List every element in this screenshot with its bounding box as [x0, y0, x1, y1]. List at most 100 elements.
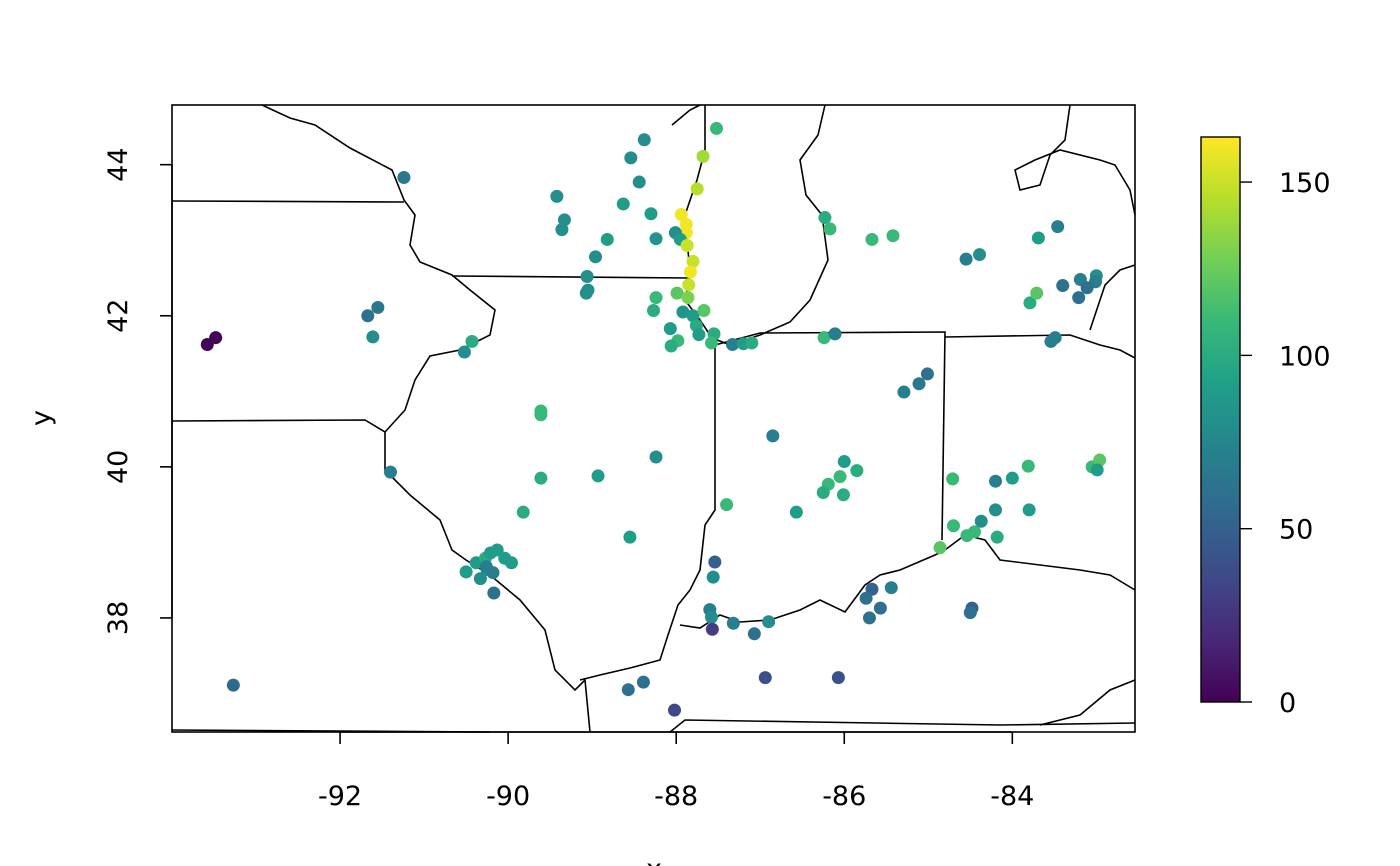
x-tick-label: -92	[318, 781, 362, 812]
x-tick-label: -84	[990, 781, 1034, 812]
point	[686, 254, 700, 268]
point	[680, 239, 694, 253]
point	[789, 505, 803, 519]
y-tick-label: 44	[103, 147, 134, 181]
x-tick-label: -90	[486, 781, 530, 812]
point	[459, 565, 473, 579]
point	[674, 208, 688, 222]
point	[989, 474, 1003, 488]
point	[361, 309, 375, 323]
point	[963, 606, 977, 620]
point	[534, 408, 548, 422]
point	[704, 610, 718, 624]
point	[534, 471, 548, 485]
point	[912, 377, 926, 391]
y-tick-label: 38	[103, 601, 134, 635]
colorbar-tick-label: 50	[1279, 515, 1313, 546]
point	[1023, 296, 1037, 310]
point	[833, 470, 847, 484]
point	[836, 488, 850, 502]
point	[490, 543, 504, 557]
point	[479, 560, 493, 574]
point	[710, 121, 724, 135]
colorbar-tick-label: 100	[1279, 341, 1331, 372]
point	[397, 171, 411, 185]
point	[209, 331, 223, 345]
point	[968, 525, 981, 539]
point	[676, 305, 690, 319]
point	[974, 514, 988, 528]
point	[726, 616, 740, 630]
point	[933, 541, 947, 555]
point	[1072, 291, 1086, 305]
point	[1022, 503, 1036, 517]
point	[600, 232, 614, 246]
point	[504, 556, 518, 570]
point	[644, 207, 658, 221]
map-borders	[171, 104, 1136, 733]
point	[487, 586, 501, 600]
point	[758, 671, 772, 685]
point	[697, 303, 711, 317]
y-tick-label: 40	[103, 450, 134, 484]
point	[725, 337, 739, 351]
point	[591, 469, 605, 483]
point	[859, 591, 873, 605]
point	[831, 671, 845, 685]
point	[637, 133, 651, 147]
point	[762, 615, 776, 629]
point	[862, 611, 876, 625]
point	[465, 334, 479, 348]
point	[664, 339, 678, 353]
point	[555, 223, 569, 237]
point	[920, 367, 934, 381]
point	[383, 465, 397, 479]
point	[1056, 279, 1070, 293]
point	[670, 286, 684, 300]
point	[686, 309, 700, 323]
point	[1031, 231, 1045, 245]
colorbar-tick-label: 0	[1279, 688, 1296, 719]
point	[817, 331, 831, 345]
point	[663, 322, 677, 336]
point	[371, 300, 385, 314]
point	[681, 291, 695, 305]
point	[579, 286, 593, 300]
point	[1051, 220, 1065, 234]
point	[946, 519, 960, 533]
point	[1090, 463, 1104, 477]
point	[873, 601, 887, 615]
point	[682, 278, 696, 292]
point	[1030, 286, 1044, 300]
point	[366, 330, 380, 344]
point	[580, 269, 594, 283]
point	[636, 675, 650, 689]
point	[818, 211, 832, 225]
point	[837, 455, 851, 469]
point	[632, 175, 646, 189]
point	[990, 530, 1004, 544]
point	[959, 252, 973, 266]
point	[850, 464, 864, 478]
point	[865, 232, 879, 246]
point	[624, 151, 638, 165]
point	[226, 678, 240, 692]
point	[690, 182, 704, 196]
x-tick-label: -86	[822, 781, 866, 812]
point	[550, 189, 564, 203]
point	[692, 328, 706, 342]
x-axis-label: x	[646, 854, 662, 866]
point	[683, 265, 697, 279]
point	[457, 345, 471, 359]
plot-frame	[171, 104, 1136, 733]
point	[668, 703, 682, 717]
point	[647, 303, 660, 317]
point	[616, 197, 630, 211]
point	[473, 572, 487, 586]
point	[745, 336, 759, 350]
colorbar-tick-label: 150	[1279, 168, 1331, 199]
point	[708, 555, 722, 569]
point	[649, 450, 663, 464]
point	[696, 149, 710, 163]
